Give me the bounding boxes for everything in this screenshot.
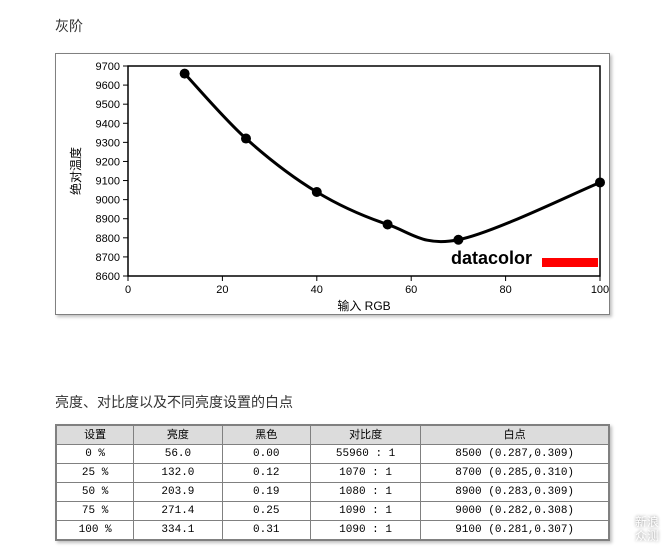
table-cell: 100 % [57,521,134,540]
watermark-line1: 新浪 [635,515,659,529]
table-cell: 8700 (0.285,0.310) [421,464,609,483]
section-title-brightness-table: 亮度、对比度以及不同亮度设置的白点 [55,392,293,412]
table-cell: 9100 (0.281,0.307) [421,521,609,540]
table-cell: 0.00 [222,445,310,464]
table-cell: 75 % [57,502,134,521]
table-cell: 271.4 [134,502,222,521]
svg-text:9700: 9700 [96,61,120,73]
table-cell: 56.0 [134,445,222,464]
svg-text:9300: 9300 [96,137,120,149]
table-row: 0 %56.00.0055960 : 18500 (0.287,0.309) [57,445,609,464]
table-cell: 8900 (0.283,0.309) [421,483,609,502]
svg-text:0: 0 [125,284,131,296]
watermark: 新浪 众测 [635,515,659,543]
table-cell: 0.12 [222,464,310,483]
svg-text:8700: 8700 [96,252,120,264]
table-header-cell: 对比度 [310,426,420,445]
table-cell: 9000 (0.282,0.308) [421,502,609,521]
svg-text:9000: 9000 [96,195,120,207]
table-cell: 0 % [57,445,134,464]
svg-text:60: 60 [405,284,417,296]
table-cell: 0.25 [222,502,310,521]
datacolor-logo-text: datacolor [451,248,532,269]
table-row: 100 %334.10.311090 : 19100 (0.281,0.307) [57,521,609,540]
table-cell: 55960 : 1 [310,445,420,464]
table-cell: 203.9 [134,483,222,502]
svg-text:9500: 9500 [96,99,120,111]
svg-text:绝对温度: 绝对温度 [68,147,83,195]
table-header-row: 设置亮度黑色对比度白点 [57,426,609,445]
svg-text:9600: 9600 [96,80,120,92]
table-cell: 1070 : 1 [310,464,420,483]
svg-text:40: 40 [311,284,323,296]
table-cell: 334.1 [134,521,222,540]
table-cell: 1080 : 1 [310,483,420,502]
datacolor-logo-bar [542,258,598,267]
table-header-cell: 黑色 [222,426,310,445]
table-cell: 25 % [57,464,134,483]
grayscale-chart: 8600 8700 8800 8900 9000 9100 9200 9300 9400 9500… [56,54,609,314]
table-header-cell: 白点 [421,426,609,445]
table-cell: 0.31 [222,521,310,540]
table-cell: 1090 : 1 [310,521,420,540]
table-header-cell: 亮度 [134,426,222,445]
chart-container: 8600 8700 8800 8900 9000 9100 9200 9300 9400 9500… [55,53,610,315]
svg-text:输入 RGB: 输入 RGB [337,298,390,313]
svg-text:9200: 9200 [96,156,120,168]
table-header-cell: 设置 [57,426,134,445]
svg-text:100: 100 [591,284,609,296]
table-row: 75 %271.40.251090 : 19000 (0.282,0.308) [57,502,609,521]
table-body: 0 %56.00.0055960 : 18500 (0.287,0.309)25… [57,445,609,540]
settings-table-container: 设置亮度黑色对比度白点 0 %56.00.0055960 : 18500 (0.… [55,424,610,541]
table-cell: 8500 (0.287,0.309) [421,445,609,464]
table-row: 25 %132.00.121070 : 18700 (0.285,0.310) [57,464,609,483]
svg-text:80: 80 [499,284,511,296]
table-cell: 50 % [57,483,134,502]
settings-table: 设置亮度黑色对比度白点 0 %56.00.0055960 : 18500 (0.… [56,425,609,540]
svg-text:20: 20 [216,284,228,296]
svg-text:8800: 8800 [96,233,120,245]
svg-text:8600: 8600 [96,271,120,283]
watermark-line2: 众测 [635,529,659,543]
svg-text:8900: 8900 [96,214,120,226]
svg-text:9100: 9100 [96,176,120,188]
table-cell: 132.0 [134,464,222,483]
section-title-grayscale: 灰阶 [55,16,83,36]
table-row: 50 %203.90.191080 : 18900 (0.283,0.309) [57,483,609,502]
svg-text:9400: 9400 [96,118,120,130]
table-cell: 0.19 [222,483,310,502]
table-cell: 1090 : 1 [310,502,420,521]
